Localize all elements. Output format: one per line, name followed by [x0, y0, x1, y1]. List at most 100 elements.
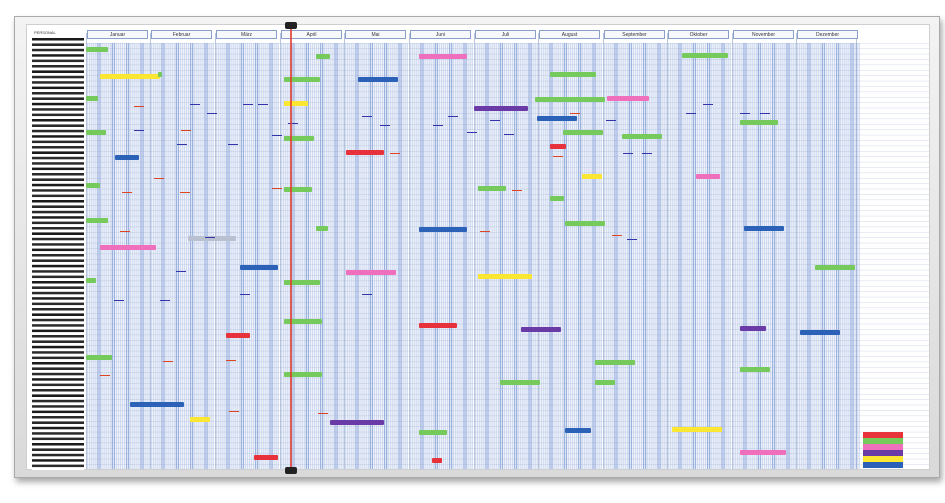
day-column — [95, 43, 97, 469]
plan-bar[interactable] — [284, 280, 320, 285]
plan-bar[interactable] — [595, 380, 615, 385]
cursor-top-clip[interactable] — [285, 22, 297, 29]
plan-bar[interactable] — [432, 458, 442, 463]
plan-bar[interactable] — [284, 136, 314, 141]
plan-bar[interactable] — [346, 270, 396, 275]
name-row — [32, 113, 84, 117]
name-row — [32, 432, 84, 435]
plan-bar[interactable] — [563, 130, 603, 135]
plan-bar[interactable] — [419, 54, 467, 59]
month-divider — [856, 33, 857, 469]
plan-bar[interactable] — [740, 326, 766, 331]
day-column — [436, 43, 439, 469]
plan-bar[interactable] — [595, 360, 635, 365]
plan-bar[interactable] — [419, 227, 467, 232]
plan-bar[interactable] — [158, 72, 162, 77]
cursor-bottom-clip[interactable] — [285, 467, 297, 474]
plan-bar[interactable] — [521, 327, 561, 332]
plan-bar[interactable] — [284, 319, 322, 324]
plan-bar[interactable] — [815, 265, 855, 270]
name-row — [32, 243, 84, 246]
plan-bar[interactable] — [226, 333, 250, 338]
plan-bar[interactable] — [100, 245, 156, 250]
day-column — [729, 43, 731, 469]
plan-bar[interactable] — [550, 72, 596, 77]
plan-bar[interactable] — [240, 265, 278, 270]
day-column — [575, 43, 578, 469]
plan-bar[interactable] — [535, 97, 605, 102]
plan-bar[interactable] — [478, 274, 532, 279]
plan-bar[interactable] — [130, 402, 184, 407]
plan-bar[interactable] — [86, 183, 100, 188]
plan-bar[interactable] — [800, 330, 840, 335]
plan-bar[interactable] — [188, 236, 236, 241]
plan-bar[interactable] — [100, 74, 160, 79]
handwritten-mark — [642, 150, 652, 154]
plan-bar[interactable] — [740, 367, 770, 372]
plan-bar[interactable] — [500, 380, 540, 385]
day-column — [481, 43, 483, 469]
name-row — [32, 119, 84, 122]
plan-bar[interactable] — [478, 186, 506, 191]
today-cursor[interactable] — [290, 24, 292, 470]
plan-bar[interactable] — [740, 120, 778, 125]
plan-bar[interactable] — [740, 450, 786, 455]
plan-bar[interactable] — [419, 430, 447, 435]
plan-bar[interactable] — [316, 226, 328, 231]
plan-bar[interactable] — [86, 47, 108, 52]
plan-bar[interactable] — [582, 174, 602, 179]
plan-bar[interactable] — [607, 96, 649, 101]
plan-bar[interactable] — [696, 174, 720, 179]
handwritten-mark — [176, 268, 186, 272]
plan-bar[interactable] — [565, 221, 605, 226]
day-column — [632, 43, 635, 469]
plan-bar[interactable] — [316, 54, 330, 59]
handwritten-mark — [760, 110, 770, 114]
plan-bar[interactable] — [284, 101, 308, 106]
plan-bar[interactable] — [284, 77, 320, 82]
plan-bar[interactable] — [565, 428, 591, 433]
day-column — [702, 43, 705, 469]
plan-bar[interactable] — [330, 420, 384, 425]
plan-bar[interactable] — [419, 323, 457, 328]
plan-bar[interactable] — [358, 77, 398, 82]
plan-bar[interactable] — [284, 372, 322, 377]
day-column — [852, 43, 854, 469]
plan-bar[interactable] — [86, 355, 112, 360]
plan-bar[interactable] — [86, 278, 96, 283]
handwritten-mark — [134, 103, 144, 107]
plan-bar[interactable] — [284, 187, 312, 192]
day-column — [330, 43, 332, 469]
day-column — [782, 43, 784, 469]
plan-bar[interactable] — [537, 116, 577, 121]
name-row-gap — [32, 391, 84, 395]
day-column — [769, 43, 772, 469]
day-column — [412, 43, 414, 469]
plan-bar[interactable] — [550, 196, 564, 201]
plan-bar[interactable] — [86, 96, 98, 101]
plan-bar[interactable] — [86, 218, 108, 223]
plan-bar[interactable] — [346, 150, 384, 155]
plan-bar[interactable] — [744, 226, 784, 231]
day-column — [422, 43, 424, 469]
plan-bar[interactable] — [682, 53, 728, 58]
handwritten-mark — [177, 141, 187, 145]
month-label-5: Mai — [345, 30, 406, 39]
day-column — [749, 43, 751, 469]
day-column — [455, 43, 457, 469]
plan-bar[interactable] — [254, 455, 278, 460]
plan-bar[interactable] — [550, 144, 566, 149]
plan-bar[interactable] — [86, 130, 106, 135]
day-column — [317, 43, 320, 469]
day-column — [588, 43, 590, 469]
plan-bar[interactable] — [115, 155, 139, 160]
day-column — [594, 43, 596, 469]
day-column — [761, 43, 764, 469]
plan-bar[interactable] — [672, 427, 722, 432]
day-column — [420, 43, 422, 469]
plan-bar[interactable] — [190, 417, 210, 422]
plan-bar[interactable] — [474, 106, 528, 111]
day-column — [674, 43, 676, 469]
plan-bar[interactable] — [622, 134, 662, 139]
grid-row-line — [85, 431, 929, 433]
